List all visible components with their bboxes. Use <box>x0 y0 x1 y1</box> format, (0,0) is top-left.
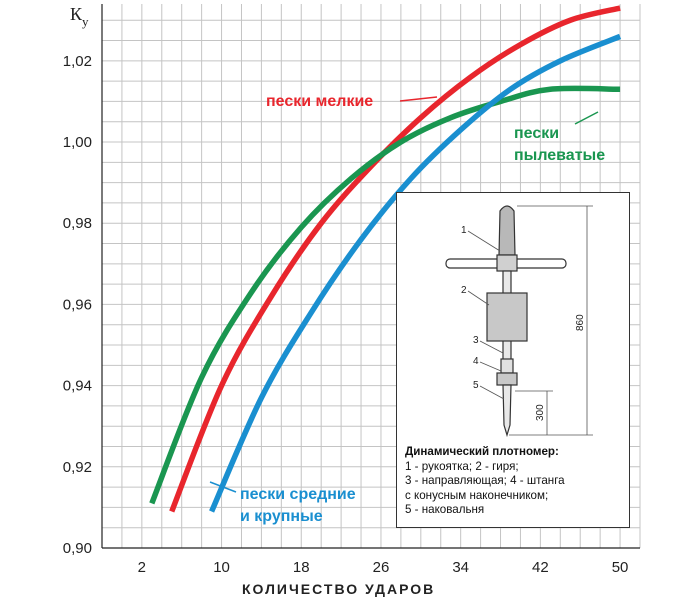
annotation-medium-coarse-sands-line2: и крупные <box>240 508 323 525</box>
inset-caption: Динамический плотномер: 1 - рукоятка; 2 … <box>405 445 629 518</box>
y-tick-label: 0,98 <box>63 215 92 232</box>
series-line-silty-sands <box>149 85 621 505</box>
axes <box>101 4 640 549</box>
part-label-4: 4 <box>473 356 479 367</box>
leader-2 <box>467 290 490 306</box>
annotation-silty-sands-line1: пески <box>514 125 559 142</box>
y-tick-label: 0,90 <box>63 540 92 557</box>
anvil <box>496 372 518 386</box>
annotation-fine-sands-text: пески мелкие <box>266 93 373 110</box>
annotation-silty-sands-line2: пылеватые <box>514 147 605 164</box>
inset-caption-line: 3 - направляющая; 4 - штанга <box>405 474 565 487</box>
cone-rod <box>502 384 512 438</box>
dimension-860: 860 <box>575 314 586 331</box>
inset-caption-line: с конусным наконечником; <box>405 488 549 502</box>
anvil-top <box>500 358 514 374</box>
part-label-3: 3 <box>473 335 479 346</box>
y-tick-label: 0,96 <box>63 296 92 313</box>
annotation-medium-coarse-sands-line1: пески средние <box>240 486 356 503</box>
y-tick-label: 0,94 <box>63 378 92 395</box>
x-tick-label: 18 <box>293 559 310 576</box>
densimeter-drawing: 860 300 1 2 3 4 5 <box>445 205 593 438</box>
annotation-silty-sands: пески пылеватые <box>514 111 605 164</box>
x-tick-label: 2 <box>138 559 146 576</box>
annotation-fine-sands: пески мелкие <box>266 93 438 110</box>
annotation-medium-coarse-sands: пески средние и крупные <box>209 481 356 525</box>
part-label-1: 1 <box>461 225 467 236</box>
y-tick-label: 1,02 <box>63 53 92 70</box>
annotation-medium-coarse-sands-leader <box>209 481 237 493</box>
series-line-fine-sands <box>169 5 621 513</box>
inset-caption-line: 1 - рукоятка; 2 - гиря; <box>405 459 519 473</box>
leader-5 <box>479 385 505 400</box>
y-tick-label: 1,00 <box>63 134 92 151</box>
series-line-medium-coarse-sands <box>209 33 622 513</box>
x-tick-label: 34 <box>452 559 469 576</box>
annotation-fine-sands-leader <box>399 96 438 102</box>
x-axis-label: КОЛИЧЕСТВО УДАРОВ <box>242 581 435 597</box>
x-tick-label: 50 <box>612 559 629 576</box>
inset-caption-title: Динамический плотномер: <box>405 445 559 458</box>
inset-caption-line: 5 - наковальня <box>405 503 485 516</box>
x-tick-label: 10 <box>213 559 230 576</box>
weight <box>486 292 528 342</box>
handle-grip <box>498 205 516 256</box>
part-label-2: 2 <box>461 285 467 296</box>
densimeter-inset: 860 300 1 2 3 4 5 Динамический плотномер… <box>396 192 630 528</box>
series-lines <box>149 5 622 513</box>
leader-3 <box>479 340 504 354</box>
part-label-5: 5 <box>473 380 479 391</box>
x-tick-label: 42 <box>532 559 549 576</box>
y-axis-label: Ку <box>70 4 89 29</box>
tick-labels: 2 10 18 26 34 42 500,900,920,940,960,981,001,0… <box>63 53 629 576</box>
leader-1 <box>467 230 501 252</box>
dimension-300: 300 <box>535 404 546 421</box>
x-tick-label: 26 <box>373 559 390 576</box>
leader-4 <box>479 361 502 372</box>
annotation-silty-sands-leader <box>574 111 599 125</box>
handle-collar <box>496 254 518 272</box>
y-tick-label: 0,92 <box>63 459 92 476</box>
